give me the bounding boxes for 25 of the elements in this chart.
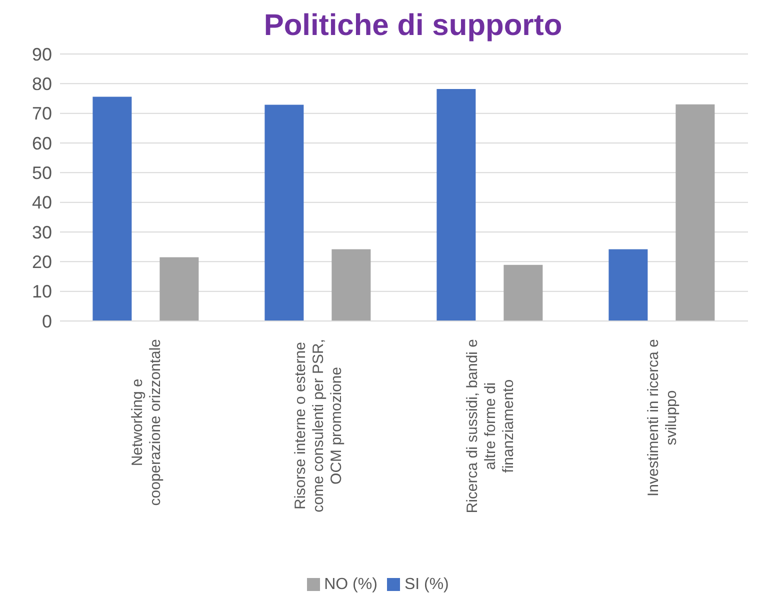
x-tick-label: Investimenti in ricerca e sviluppo	[645, 339, 680, 497]
y-tick-label: 0	[42, 311, 52, 332]
bar	[92, 96, 132, 321]
y-tick-label: 30	[32, 222, 52, 242]
bar	[264, 104, 304, 321]
y-tick-label: 90	[32, 44, 52, 64]
legend-label: NO (%)	[324, 576, 378, 593]
bar	[504, 264, 543, 321]
y-tick-label: 80	[32, 74, 52, 94]
y-tick-label: 40	[32, 192, 52, 213]
x-tick-label: Ricerca di sussidi, bandi e altre forme di finanziamento	[464, 338, 517, 514]
legend-label: SI (%)	[404, 576, 449, 593]
x-tick-label: Risorse interne o esterne come consulenti per PSR, OCM promozione	[292, 338, 345, 512]
bar	[608, 249, 648, 321]
y-tick-label: 20	[32, 252, 52, 272]
y-tick-label: 50	[32, 163, 52, 184]
bar	[332, 249, 371, 321]
chart-title: Politiche di supporto	[262, 8, 564, 44]
x-tick-label: Networking e cooperazione orizzontale	[129, 338, 164, 506]
y-tick-label: 60	[32, 133, 52, 154]
bar	[676, 104, 715, 321]
bar	[436, 89, 476, 321]
bar	[160, 257, 199, 321]
y-tick-label: 70	[32, 104, 52, 124]
y-tick-label: 10	[32, 282, 52, 302]
